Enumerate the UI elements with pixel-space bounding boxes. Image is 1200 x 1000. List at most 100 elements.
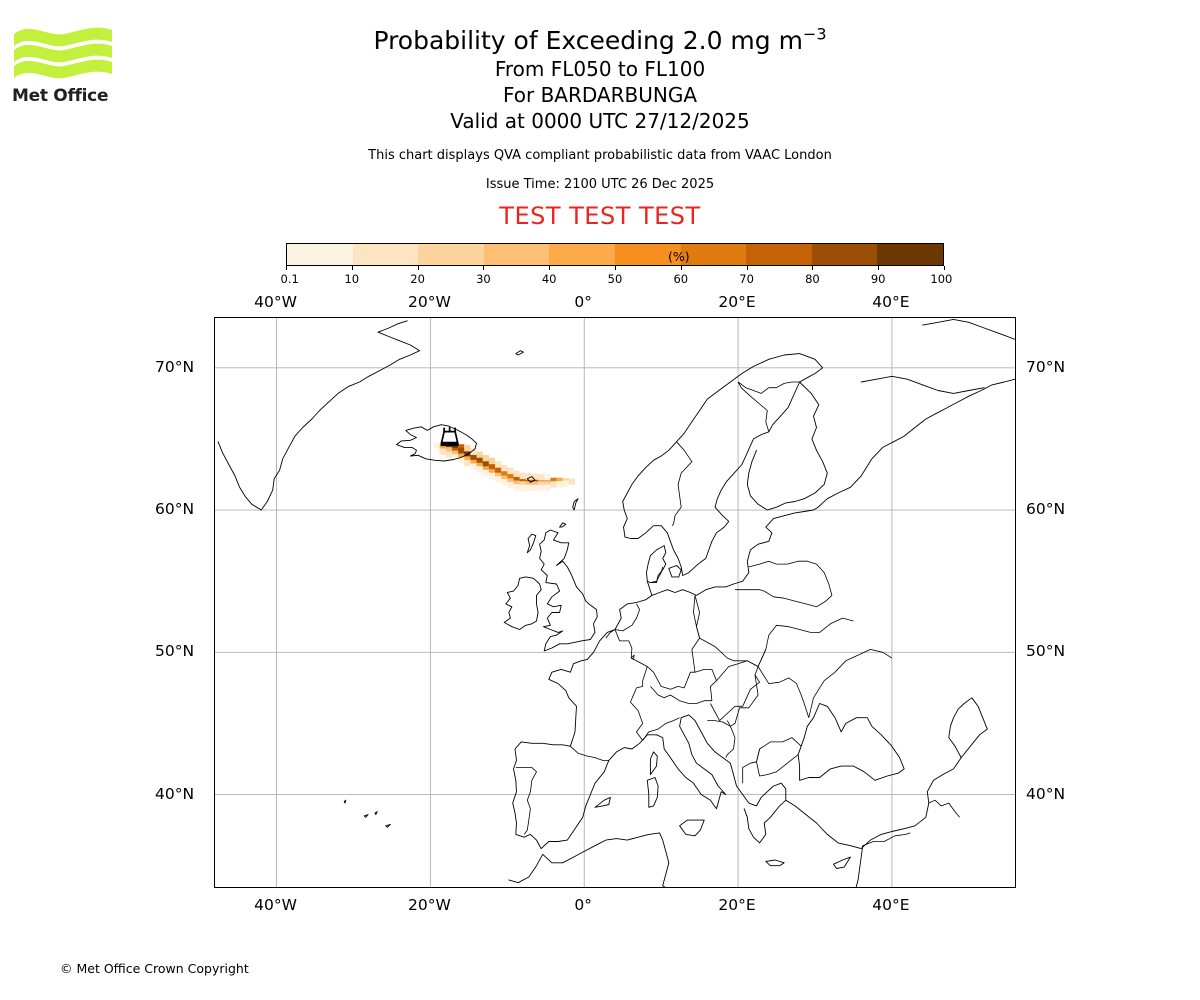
met-office-wave-mark [14, 27, 112, 79]
ash-cell-8 [470, 454, 477, 461]
ash-cell-23 [519, 476, 526, 484]
ash-cell-68 [445, 451, 452, 458]
ash-cell-41 [495, 472, 502, 480]
coastline-black-sea [797, 703, 905, 781]
colorbar-tick-label-5: 50 [607, 272, 623, 286]
lon-label-bottom-1: 20°W [407, 896, 451, 914]
ash-cell-61 [519, 472, 526, 480]
lon-label-bottom-3: 20°E [718, 896, 756, 914]
ash-cell-2 [458, 444, 465, 451]
ash-cell-52 [464, 444, 471, 452]
colorbar-band-6 [680, 244, 747, 265]
border-finland [746, 381, 828, 511]
coastline-turkey-caucasus [785, 757, 962, 850]
ash-probability-map[interactable] [214, 317, 1016, 888]
ash-cell-51 [556, 481, 563, 488]
coastline-caspian [948, 697, 988, 759]
ash-cell-14 [488, 464, 495, 471]
colorbar-tick-mark-8 [812, 266, 814, 270]
ash-cell-48 [538, 481, 545, 488]
border-belarus-ukraine [757, 617, 854, 667]
border-baltic-states [748, 560, 833, 608]
border-romania-east [757, 666, 810, 718]
coastline-azores-4 [385, 823, 391, 828]
ash-cell-77 [501, 479, 508, 486]
coastline-greenland [260, 331, 421, 511]
colorbar-ticks: 0.1 10 20 30 40 50 60 70 80 90 100 [281, 266, 952, 286]
colorbar-band-1 [352, 244, 419, 265]
coastline-greenland-north [377, 320, 408, 333]
ash-cell-74 [482, 469, 489, 477]
border-iran-north [928, 799, 960, 818]
coastline-white-sea [817, 378, 1015, 508]
crown-copyright: © Met Office Crown Copyright [60, 961, 249, 976]
coastline-iberia-mediterranean [512, 714, 787, 850]
border-netherlands [614, 603, 640, 632]
border-croatia-north [707, 720, 731, 727]
ash-cell-55 [482, 454, 489, 462]
lon-label-top-3: 20°E [718, 293, 756, 311]
volcano-cone [440, 430, 459, 444]
colorbar-unit-label: (%) [668, 249, 690, 264]
ash-cell-46 [525, 481, 532, 488]
coastline-mallorca [594, 796, 611, 808]
ash-cell-29 [556, 477, 563, 485]
ash-cell-79 [513, 484, 520, 491]
colorbar-tick-label-6: 60 [673, 272, 689, 286]
ash-cell-80 [519, 484, 526, 492]
issue-time: Issue Time: 2100 UTC 26 Dec 2025 [485, 176, 715, 192]
colorbar-band-4 [549, 244, 615, 265]
border-denmark-interior [650, 566, 664, 583]
ash-cell-4 [458, 447, 465, 455]
ash-cell-22 [513, 476, 520, 484]
map-gridlines [215, 318, 1015, 887]
colorbar-tick-mark-3 [483, 266, 485, 270]
border-portugal [515, 767, 537, 835]
ash-cell-78 [507, 481, 514, 489]
volcano-marker[interactable] [440, 427, 459, 447]
ash-cell-62 [525, 473, 532, 480]
ash-cell-10 [476, 457, 483, 465]
lon-label-top-1: 20°W [407, 293, 451, 311]
ash-plume [433, 442, 575, 492]
ash-cell-39 [482, 466, 489, 473]
ash-cell-71 [464, 459, 471, 467]
colorbar-tick-mark-6 [680, 266, 682, 270]
colorbar-tick-mark-4 [549, 266, 551, 270]
ash-cell-32 [439, 444, 446, 451]
border-belgium-coast [605, 629, 616, 639]
border-ukraine-north [808, 649, 893, 718]
colorbar-band-3 [483, 244, 550, 265]
coastlines [217, 318, 1015, 887]
ash-cell-36 [464, 456, 471, 463]
lon-label-bottom-0: 40°W [254, 896, 297, 914]
colorbar-tick-label-4: 40 [541, 272, 557, 286]
coastline-jan-mayen [515, 350, 524, 356]
ash-cell-42 [501, 475, 508, 482]
ash-cell-43 [507, 478, 514, 485]
colorbar-tick-mark-9 [878, 266, 880, 270]
colorbar-tick-label-1: 10 [344, 272, 360, 286]
colorbar-tick-label-8: 80 [805, 272, 820, 286]
chart-title-block: Probability of Exceeding 2.0 mg m−3 From… [0, 0, 1200, 230]
ash-cell-12 [482, 461, 489, 468]
colorbar-tick-mark-5 [615, 266, 616, 270]
coastline-great-britain [539, 529, 598, 652]
ash-cell-83 [538, 484, 545, 492]
ash-cell-16 [495, 467, 502, 475]
volcano-base [440, 442, 459, 447]
border-serbia [726, 674, 759, 727]
ash-cell-45 [519, 481, 526, 488]
ash-cell-66 [562, 480, 569, 487]
border-syria-turkey [862, 832, 911, 847]
valid-time-line: Valid at 0000 UTC 27/12/2025 [450, 109, 750, 134]
ash-cell-33 [445, 447, 452, 454]
ash-cell-47 [531, 481, 539, 488]
colorbar-band-7 [746, 244, 812, 265]
coastline-iceland [396, 424, 477, 462]
colorbar-tick-mark-7 [746, 266, 748, 270]
ash-cell-81 [525, 484, 532, 492]
lon-label-bottom-4: 40°E [872, 896, 910, 914]
border-montenegro [725, 726, 736, 758]
coastline-north-africa [508, 832, 670, 887]
